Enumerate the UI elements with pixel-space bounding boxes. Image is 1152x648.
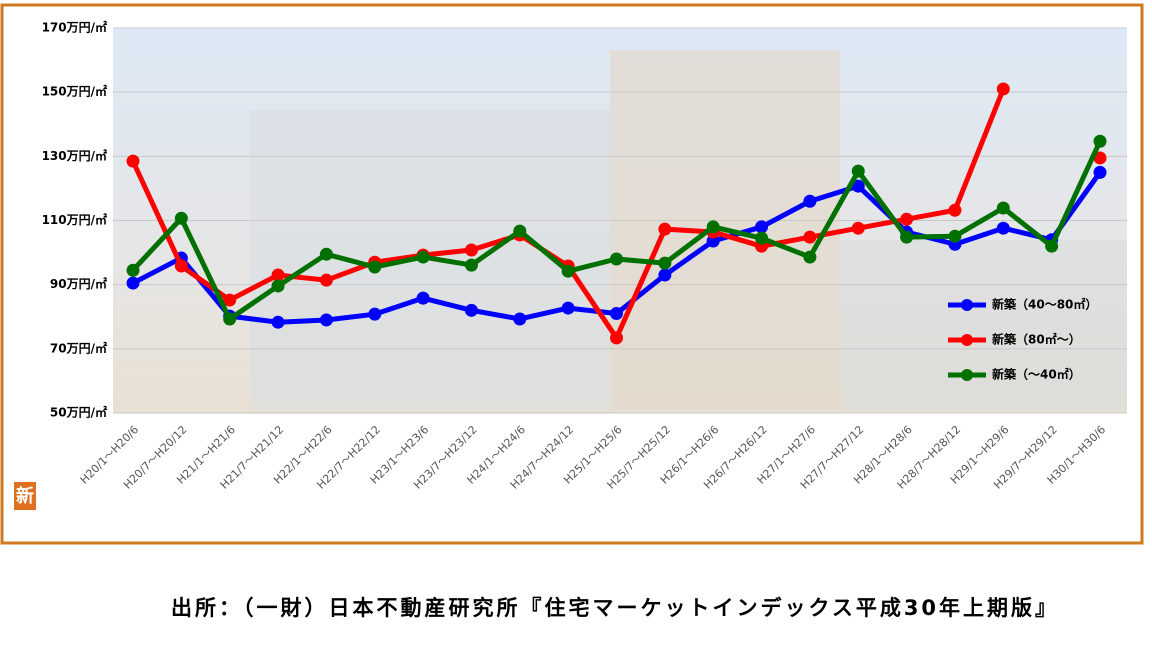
data-point [610,252,623,266]
data-point [1045,239,1059,253]
data-point [658,268,672,282]
legend-marker [961,299,973,311]
data-point [706,220,720,234]
data-point [271,315,285,329]
data-point [416,291,430,305]
data-point [610,307,623,321]
data-point [996,221,1010,235]
data-point [948,203,962,217]
data-point [658,222,672,236]
data-point [1093,165,1107,179]
data-point [803,250,817,264]
data-point [1093,134,1107,148]
data-point [996,201,1010,215]
data-point [803,230,817,244]
data-point [126,276,140,290]
data-point [319,313,333,327]
data-point [900,230,914,244]
y-tick-label: 90万円/㎡ [50,276,107,291]
data-point [368,260,382,274]
data-point [948,229,962,243]
y-tick-label: 170万円/㎡ [42,20,107,35]
legend-label: 新築（～40㎡） [992,367,1081,382]
data-point [319,247,333,261]
icon-label: 新 [16,485,34,507]
data-point [174,259,188,273]
data-point [1093,151,1107,165]
legend-label: 新築（40～80㎡） [992,297,1097,312]
data-point [223,312,237,326]
data-point [610,331,623,345]
data-point [851,221,865,235]
y-tick-label: 50万円/㎡ [50,405,107,420]
background-building [840,240,1127,410]
data-point [126,263,140,277]
data-point [271,279,285,293]
y-tick-label: 110万円/㎡ [42,212,107,227]
data-point [996,82,1010,96]
data-point [706,234,720,248]
data-point [900,212,914,226]
source: 出所：（一財）日本不動産研究所『住宅マーケットインデックス平成30年上期版』 [171,596,1059,620]
data-point [561,301,575,315]
data-point [658,256,672,270]
data-point [513,312,527,326]
data-point [464,258,478,272]
data-point [464,303,478,317]
data-point [851,164,865,178]
data-point [271,268,285,282]
data-point [851,179,865,193]
y-tick-label: 150万円/㎡ [42,84,107,99]
legend-marker [961,334,973,346]
data-point [464,243,478,257]
legend-label: 新築（80㎡～） [992,332,1081,347]
y-tick-label: 130万円/㎡ [42,148,107,163]
data-point [416,250,430,264]
data-point [319,273,333,287]
data-point [126,154,140,168]
data-point [561,264,575,278]
data-point [174,211,188,225]
data-point [223,293,237,307]
data-point [368,307,382,321]
y-tick-label: 70万円/㎡ [50,340,107,355]
data-point [803,194,817,208]
legend-marker [961,369,973,381]
data-point [513,224,527,238]
data-point [755,220,769,234]
icon [14,482,36,510]
data-point [755,231,769,245]
